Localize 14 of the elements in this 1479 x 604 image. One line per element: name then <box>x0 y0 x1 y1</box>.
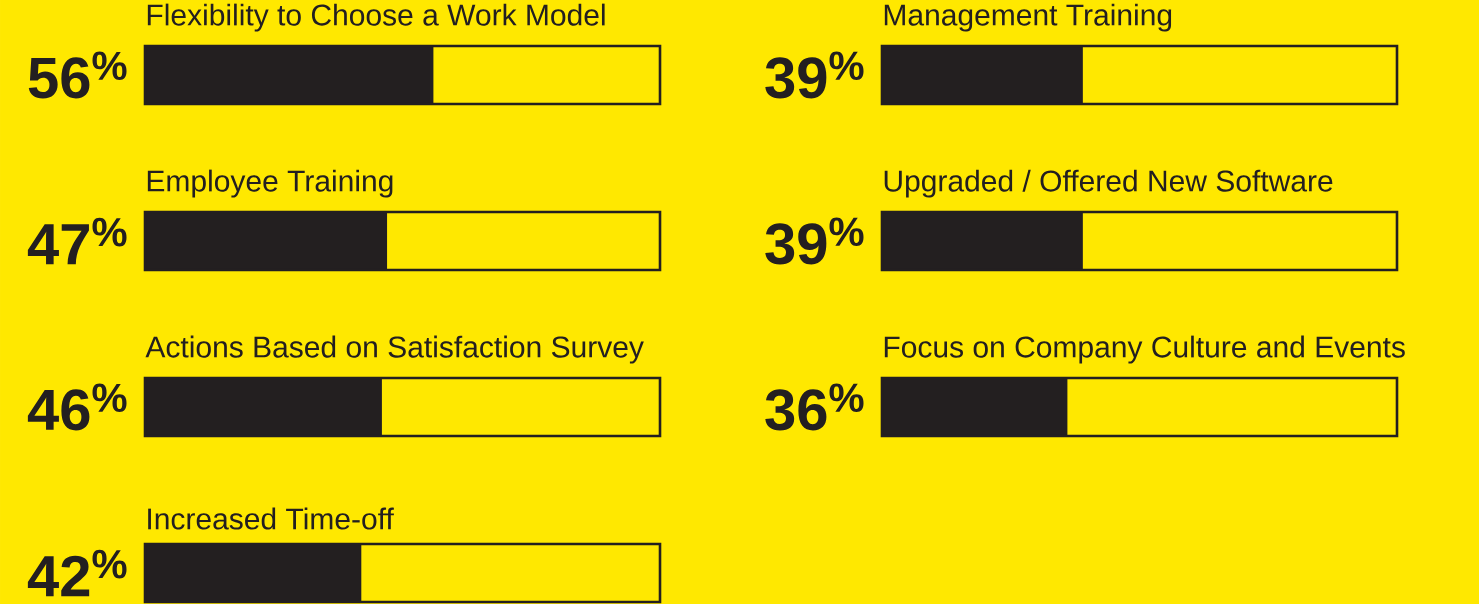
category-label: Employee Training <box>147 169 393 198</box>
category-label: Actions Based on Satisfaction Survey <box>145 335 644 364</box>
data-label: 42$^{%}$ <box>27 549 127 597</box>
data-label: 39$^{%}$ <box>765 51 864 99</box>
data-label: 36$^{%}$ <box>765 383 864 431</box>
data-label: 39$^{%}$ <box>765 217 864 265</box>
category-label: Upgraded / Offered New Software <box>884 169 1333 198</box>
category-label: Increased Time-off <box>148 507 394 530</box>
data-label: 46$^{%}$ <box>27 383 127 431</box>
data-label: 47$^{%}$ <box>27 217 127 265</box>
category-label: Flexibility to Choose a Work Model <box>147 3 605 32</box>
data-label: 56$^{%}$ <box>28 51 127 99</box>
category-label: Management Training <box>884 3 1172 32</box>
category-label: Focus on Company Culture and Events <box>884 335 1405 364</box>
